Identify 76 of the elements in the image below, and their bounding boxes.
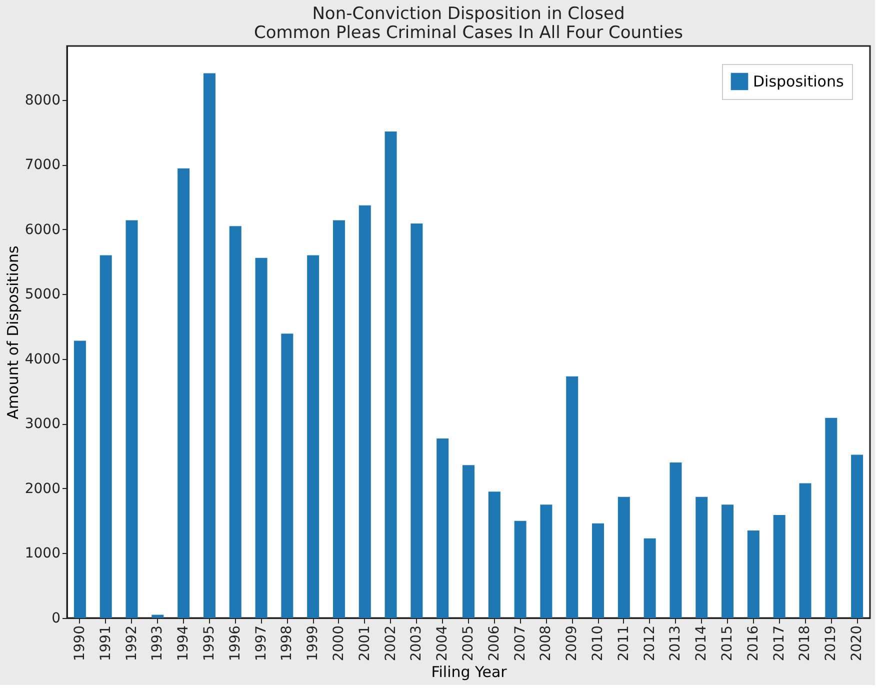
x-tick-label: 1996 xyxy=(227,625,244,662)
x-tick-label: 2016 xyxy=(745,625,762,662)
x-tick-label: 2001 xyxy=(356,626,373,662)
bar xyxy=(644,538,656,618)
text: Non-Conviction Disposition in Closed xyxy=(312,4,625,24)
bar xyxy=(384,132,397,618)
x-tick-label: 1992 xyxy=(124,626,140,662)
x-tick-label: 2013 xyxy=(668,626,684,662)
bar xyxy=(436,438,449,618)
bar xyxy=(799,483,812,618)
bar xyxy=(332,220,345,618)
bar xyxy=(100,255,112,618)
y-tick-label: 5000 xyxy=(24,286,60,303)
x-tick-label: 2005 xyxy=(460,626,476,662)
x-tick-label: 2009 xyxy=(564,626,580,662)
bar xyxy=(255,258,268,618)
x-tick-label: 2004 xyxy=(434,625,451,662)
x-tick-label: 2006 xyxy=(486,625,502,662)
bar xyxy=(773,515,786,618)
x-tick-label: 2007 xyxy=(512,626,528,662)
bar xyxy=(670,462,682,618)
bar xyxy=(566,376,578,618)
x-tick-label: 2018 xyxy=(797,626,814,662)
x-tick-label: 2010 xyxy=(590,626,606,662)
legend-label: Dispositions xyxy=(753,72,844,90)
bar xyxy=(696,496,708,618)
bar xyxy=(540,504,552,618)
bar xyxy=(358,205,371,618)
bar xyxy=(462,465,474,618)
y-axis-title: Amount of Dispositions xyxy=(4,245,22,420)
x-tick-label: 1999 xyxy=(305,626,322,662)
bar xyxy=(722,504,734,618)
x-tick-label: 1990 xyxy=(72,626,88,662)
x-tick-label: 2017 xyxy=(771,626,788,662)
x-tick-label: 1993 xyxy=(150,626,166,662)
x-tick-label: 2011 xyxy=(616,626,632,662)
x-tick-label: 2002 xyxy=(382,626,399,662)
bar xyxy=(592,523,604,618)
y-tick-label: 6000 xyxy=(24,222,60,238)
bar xyxy=(307,255,320,618)
x-tick-label: 2019 xyxy=(823,626,840,662)
x-tick-label: 1997 xyxy=(253,626,270,662)
bar xyxy=(618,496,630,618)
bar xyxy=(203,73,216,618)
x-tick-label: 2012 xyxy=(642,626,658,662)
x-tick-label: 2014 xyxy=(694,625,710,662)
bar xyxy=(488,492,500,618)
bar xyxy=(514,520,526,618)
bar xyxy=(410,223,423,618)
x-tick-label: 2000 xyxy=(330,626,347,662)
y-tick-label: 2000 xyxy=(24,480,60,497)
y-tick-label: 8000 xyxy=(24,92,60,108)
bar xyxy=(747,530,760,618)
bar xyxy=(281,334,294,618)
y-tick-label: 1000 xyxy=(24,546,60,562)
bar xyxy=(178,168,190,618)
bar xyxy=(229,226,242,618)
x-tick-label: 2015 xyxy=(720,626,736,662)
bar xyxy=(825,418,838,618)
y-tick-label: 4000 xyxy=(24,351,60,368)
bar xyxy=(152,614,164,618)
x-tick-label: 1998 xyxy=(279,626,296,662)
y-tick-label: 0 xyxy=(52,610,60,626)
x-tick-label: 2020 xyxy=(849,626,866,662)
x-tick-label: 1991 xyxy=(98,626,114,662)
x-tick-label: 1995 xyxy=(201,626,218,662)
y-tick-label: 3000 xyxy=(24,416,60,432)
bar xyxy=(126,220,138,618)
x-tick-label: 2008 xyxy=(538,626,554,662)
text: Common Pleas Criminal Cases In All Four Counties xyxy=(254,23,684,43)
x-tick-label: 1994 xyxy=(176,625,192,662)
y-tick-label: 7000 xyxy=(24,157,60,174)
x-axis-title: Filing Year xyxy=(431,663,508,682)
x-tick-label: 2003 xyxy=(408,626,425,662)
bar xyxy=(74,340,86,618)
bar xyxy=(851,454,864,618)
